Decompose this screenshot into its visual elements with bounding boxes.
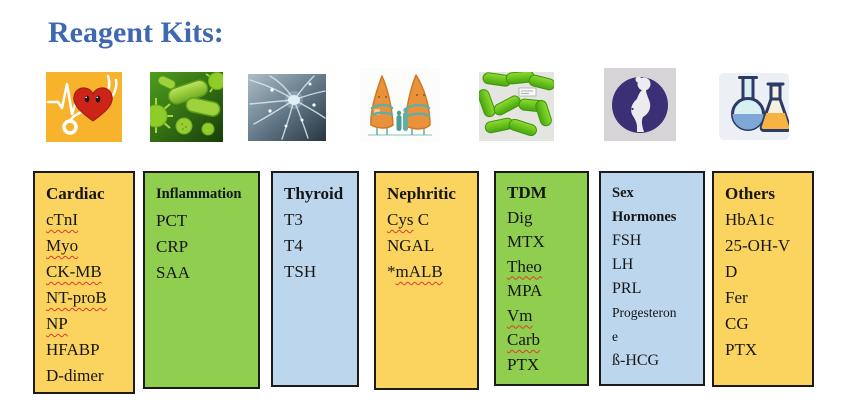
kit-item: LH <box>612 256 634 273</box>
kit-item: CRP <box>156 237 189 256</box>
kit-box-others: Others HbA1c 25-OH-V D Fer CG PTX <box>712 171 814 387</box>
kit-box-thyroid: Thyroid T3 T4 TSH <box>271 171 359 387</box>
kit-header: Nephritic <box>387 184 456 203</box>
kit-box-inflammation: Inflammation PCT CRP SAA <box>143 171 260 389</box>
kit-item: NGAL <box>387 236 435 255</box>
kit-item: MTX <box>507 232 545 251</box>
kit-item: FSH <box>612 232 642 249</box>
kit-item: Dig <box>507 207 533 227</box>
kit-item: PTX <box>507 354 540 374</box>
kit-item: NT-proB NP <box>46 288 107 333</box>
kit-item: Fer <box>725 288 748 307</box>
kit-item: T3 <box>284 210 303 229</box>
page-title: Reagent Kits: <box>48 16 224 49</box>
kit-box-nephritic: Nephritic Cys C NGAL *mALB <box>374 171 479 390</box>
kit-item: *mALB <box>387 262 443 281</box>
pregnant-woman-silhouette-image <box>604 68 676 141</box>
kit-item: cTnI <box>46 210 79 229</box>
kit-box-tdm: TDM Dig MTX Theo MPA Vm Carb PTX <box>494 171 589 386</box>
lungs-cartoon-image <box>360 68 440 142</box>
kit-item: Theo <box>507 256 542 276</box>
kit-item: Carb <box>507 330 541 349</box>
kit-item: Cys C <box>387 210 430 229</box>
kit-item: MPA <box>507 281 543 300</box>
kit-header: Inflammation <box>156 186 242 202</box>
kit-box-cardiac: Cardiac cTnI Myo CK-MB NT-proB NP HFABP D-dimer <box>33 171 135 394</box>
kit-item: SAA <box>156 263 191 282</box>
heart-ecg-stethoscope-image <box>46 72 122 142</box>
kit-header: Cardiac <box>46 184 105 203</box>
kit-header: Others <box>725 184 776 203</box>
kit-item: T4 <box>284 236 303 255</box>
kit-item: HFABP <box>46 340 100 359</box>
kit-item: HbA1c <box>725 210 775 229</box>
neuron-image <box>248 74 326 141</box>
kit-item: Myo <box>46 236 79 255</box>
kit-header: Sex Hormones <box>612 185 677 225</box>
kit-item: CG <box>725 314 749 333</box>
kit-item: TSH <box>284 262 317 281</box>
kit-item: PRL <box>612 280 642 297</box>
kit-item: PTX <box>725 340 758 359</box>
kit-item: Vm <box>507 305 533 325</box>
kit-item: CK-MB <box>46 262 102 281</box>
kit-item: D-dimer <box>46 366 104 385</box>
kit-item: 25-OH-V D <box>725 236 791 281</box>
kit-header: TDM <box>507 183 547 202</box>
kit-item: Progesteron e <box>612 305 677 344</box>
kit-item: PCT <box>156 211 188 230</box>
bacteria-image <box>150 72 223 142</box>
kit-item: ß-HCG <box>612 352 660 369</box>
kit-box-sex-hormones: Sex Hormones FSH LH PRL Progesteron e ß-HCG <box>599 171 705 386</box>
kit-header: Thyroid <box>284 184 344 203</box>
green-capsules-image <box>479 72 554 141</box>
lab-flasks-image <box>719 73 789 140</box>
